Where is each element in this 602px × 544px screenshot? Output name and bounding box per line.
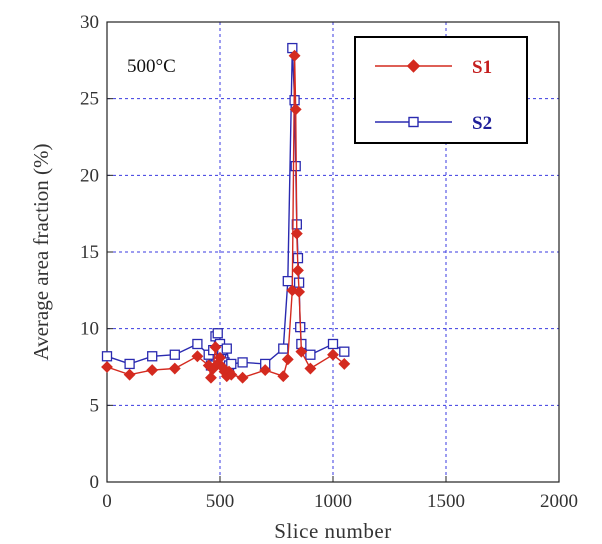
- series-s2-point: [101, 351, 113, 362]
- series-s2-point: [278, 343, 289, 354]
- x-tick-label: 0: [102, 491, 112, 512]
- legend-marker-s2: [408, 116, 419, 128]
- legend-label-s2: S2: [472, 113, 492, 134]
- series-s1-point: [290, 227, 303, 240]
- series-s2-point: [237, 357, 248, 368]
- series-s2-point: [327, 338, 339, 350]
- annotation-temperature: 500°C: [127, 56, 176, 77]
- series-s1-point: [205, 371, 217, 384]
- y-tick-label: 15: [80, 242, 99, 263]
- series-s2-point: [212, 328, 223, 339]
- x-tick-label: 1000: [314, 491, 352, 512]
- series-s2-point: [169, 349, 180, 360]
- series-s1-point: [292, 264, 304, 277]
- x-tick-label: 500: [206, 491, 235, 512]
- series-s2-point: [147, 351, 158, 362]
- series-s1-point: [295, 345, 308, 358]
- series-s1-point: [293, 285, 306, 298]
- series-s1-line: [106, 55, 345, 379]
- series-s1-point: [209, 341, 222, 353]
- series-s1: [101, 49, 351, 384]
- series-s1-point: [327, 348, 339, 361]
- series-s1-point: [168, 362, 181, 375]
- y-tick-label: 20: [80, 165, 99, 186]
- series-s2-point: [305, 349, 316, 360]
- series-s1-point: [259, 364, 272, 376]
- y-tick-label: 5: [90, 395, 100, 416]
- legend-box: [354, 36, 528, 144]
- series-s1-point: [281, 353, 294, 366]
- series-s2-line: [106, 48, 345, 367]
- y-tick-label: 0: [90, 472, 100, 493]
- x-tick-label: 2000: [540, 491, 578, 512]
- series-s1-point: [277, 370, 290, 383]
- series-s1-point: [236, 371, 249, 384]
- y-axis-ticks: 0 5 10 15 20 25 30: [80, 12, 113, 493]
- legend-marker-s1: [406, 59, 421, 73]
- series-s1-point: [304, 362, 317, 375]
- series-s1-point: [289, 103, 302, 116]
- legend: S1 S2: [354, 36, 528, 144]
- x-axis-title: Slice number: [274, 519, 391, 543]
- y-tick-label: 10: [80, 319, 99, 340]
- series-s2-point: [221, 343, 232, 354]
- series-layer: [101, 42, 351, 384]
- y-axis-title: Average area fraction (%): [29, 143, 53, 360]
- x-tick-label: 1500: [427, 491, 465, 512]
- series-s2-point: [282, 275, 293, 287]
- grid-lines: [107, 22, 559, 482]
- series-s1-point: [101, 361, 113, 373]
- series-s1-point: [214, 351, 226, 364]
- y-tick-label: 30: [80, 12, 99, 33]
- series-s1-point: [338, 358, 351, 370]
- series-s2-point: [192, 338, 203, 350]
- series-s2: [101, 42, 350, 371]
- series-s1-point: [225, 368, 238, 381]
- series-s1-point: [288, 49, 301, 62]
- series-s2-point: [339, 346, 350, 357]
- series-s1-point: [191, 350, 204, 363]
- series-s1-point: [146, 364, 159, 376]
- legend-label-s1: S1: [472, 57, 492, 78]
- x-axis-ticks: 0 500 1000 1500 2000: [102, 476, 578, 512]
- series-s1-point: [123, 368, 136, 381]
- y-tick-label: 25: [80, 89, 99, 110]
- series-s2-point: [124, 358, 135, 370]
